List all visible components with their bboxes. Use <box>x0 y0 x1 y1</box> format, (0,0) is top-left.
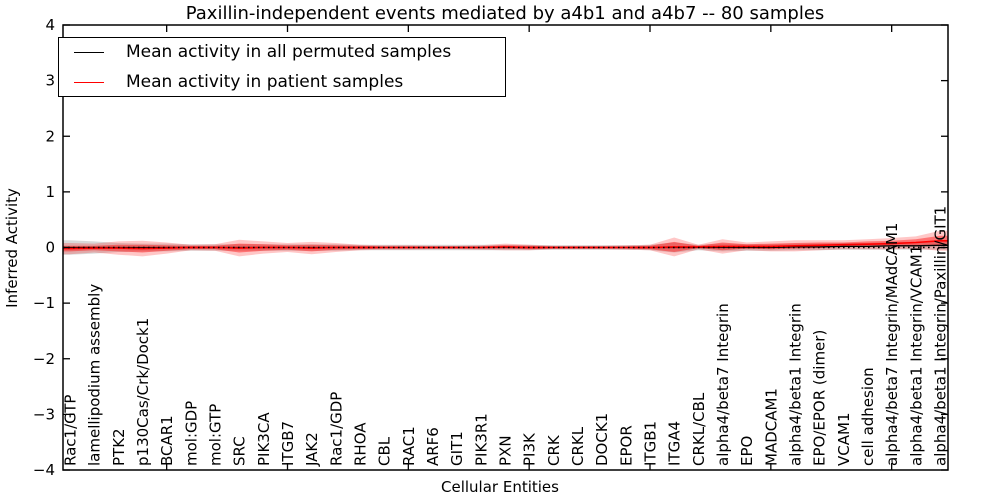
x-tick-label: SRC <box>231 436 249 466</box>
y-tick-label: 0 <box>45 239 55 257</box>
x-tick-label: CRK <box>545 434 563 466</box>
x-tick-label: alpha4/beta1 Integrin/VCAM1 <box>907 245 925 466</box>
x-tick-label: VCAM1 <box>835 413 853 466</box>
x-tick-label: EPO/EPOR (dimer) <box>811 330 829 466</box>
legend-entry-permuted: Mean activity in all permuted samples <box>74 40 505 64</box>
x-tick-label: p130Cas/Crk/Dock1 <box>134 318 152 466</box>
x-tick-label: JAK2 <box>303 432 321 467</box>
x-tick-label: ITGB7 <box>279 421 297 466</box>
x-tick-label: PIK3CA <box>255 412 273 466</box>
y-tick-label: −3 <box>33 405 55 423</box>
x-axis-label: Cellular Entities <box>441 478 559 496</box>
y-tick-label: −2 <box>33 350 55 368</box>
x-tick-label: mol:GDP <box>182 401 200 466</box>
x-tick-label: alpha4/beta7 Integrin/MAdCAM1 <box>883 223 901 466</box>
x-tick-label: PTK2 <box>110 428 128 466</box>
x-tick-label: alpha4/beta1 Integrin/Paxillin/GIT1 <box>932 206 950 466</box>
x-tick-label: cell adhesion <box>859 367 877 466</box>
x-tick-label: ARF6 <box>424 427 442 466</box>
x-tick-label: CRKL/CBL <box>690 392 708 466</box>
x-tick-label: PI3K <box>521 432 539 466</box>
x-tick-label: CRKL <box>569 426 587 466</box>
y-axis-label: Inferred Activity <box>3 188 21 308</box>
legend-label-patient: Mean activity in patient samples <box>126 71 404 92</box>
x-tick-label: Rac1/GTP <box>62 395 80 466</box>
patient-samples-spread-outer-band <box>63 230 948 257</box>
x-tick-label: PIK3R1 <box>472 413 490 466</box>
x-tick-label: mol:GTP <box>207 404 225 466</box>
legend-entry-patient: Mean activity in patient samples <box>74 70 505 94</box>
legend-label-permuted: Mean activity in all permuted samples <box>126 41 452 62</box>
legend: Mean activity in all permuted samples Me… <box>58 37 506 97</box>
x-tick-label: alpha4/beta1 Integrin <box>787 303 805 466</box>
x-tick-label: EPOR <box>617 425 635 466</box>
y-tick-label: 3 <box>45 72 55 90</box>
x-tick-label: DOCK1 <box>593 413 611 466</box>
x-tick-label: EPO <box>738 436 756 466</box>
patient-samples-spread-inner-band <box>63 235 948 253</box>
x-tick-label: ITGA4 <box>666 421 684 466</box>
legend-line-permuted-icon <box>74 51 104 53</box>
x-tick-label: alpha4/beta7 Integrin <box>714 303 732 466</box>
x-tick-label: CBL <box>376 436 394 466</box>
x-tick-label: RHOA <box>352 422 370 466</box>
y-tick-label: 4 <box>45 16 55 34</box>
y-tick-label: −4 <box>33 461 55 479</box>
x-tick-label: ITGB1 <box>642 421 660 466</box>
y-tick-label: 2 <box>45 127 55 145</box>
legend-line-patient-icon <box>74 81 104 83</box>
x-tick-label: lamellipodium assembly <box>86 284 104 466</box>
chart-layers: −4 −3 −2 −1 0 1 2 3 4 Rac1/GTP lamellipodium assem… <box>33 16 950 479</box>
x-tick-label: RAC1 <box>400 426 418 466</box>
y-tick-label: 1 <box>45 183 55 201</box>
x-tick-label: BCAR1 <box>158 415 176 466</box>
chart-title: Paxillin-independent events mediated by … <box>186 3 825 24</box>
x-tick-label: MADCAM1 <box>762 388 780 466</box>
x-tick-label: GIT1 <box>448 431 466 466</box>
x-tick-label: PXN <box>497 435 515 466</box>
y-tick-label: −1 <box>33 294 55 312</box>
x-tick-label: Rac1/GDP <box>327 392 345 466</box>
